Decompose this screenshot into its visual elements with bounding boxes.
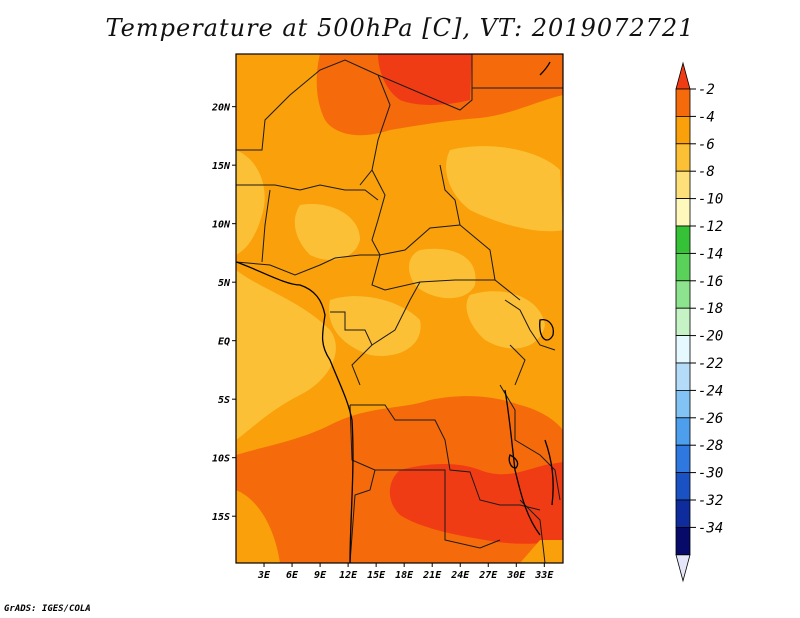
border-8	[261, 189, 271, 263]
colorbar-swatch	[675, 307, 691, 337]
colorbar-swatch	[675, 389, 691, 419]
colorbar-label: -8	[698, 164, 715, 180]
country-borders	[236, 54, 563, 563]
colorbar-label: -12	[698, 219, 723, 235]
colorbar-label: -18	[698, 301, 723, 317]
x-tick-label: 27E	[478, 570, 498, 581]
colorbar-swatch	[675, 143, 691, 172]
x-tick-label: 18E	[395, 570, 414, 581]
field-band-southeast	[520, 540, 563, 563]
colorbar-swatch	[675, 499, 691, 528]
border-12	[350, 404, 541, 511]
colorbar-swatch	[675, 417, 691, 446]
y-tick-label: EQ	[218, 337, 230, 348]
x-tick-label: 24E	[450, 570, 470, 581]
field-core-south-hot	[389, 462, 563, 544]
colorbar-label: -34	[698, 520, 723, 536]
y-tick-label: 10S	[212, 454, 230, 465]
x-tick-label: 12E	[339, 570, 358, 581]
colorbar-label: -30	[698, 466, 723, 482]
colorbar-label: -14	[698, 246, 723, 262]
y-tick-label: 10N	[212, 220, 231, 231]
colorbar-swatch	[675, 225, 691, 254]
colorbar-swatch	[675, 280, 691, 309]
colorbar-label: -6	[698, 137, 715, 153]
colorbar-label: -22	[698, 356, 723, 372]
border-1	[236, 59, 391, 186]
y-tick-label: 5N	[218, 278, 231, 289]
colorbar-top-arrow	[675, 61, 691, 90]
coastline-redsea	[539, 61, 551, 76]
y-tick-label: 15N	[212, 161, 231, 172]
map-frame	[235, 53, 564, 564]
x-tick-label: 6E	[286, 570, 299, 581]
colorbar-label: -10	[698, 192, 723, 208]
field-patch-cool-5	[466, 291, 545, 349]
field-band-northeast	[472, 54, 563, 93]
temperature-field	[236, 54, 563, 563]
border-15	[499, 384, 561, 501]
field-band-southwest	[236, 490, 280, 563]
x-tick-label: 30E	[506, 570, 526, 581]
colorbar-swatch	[675, 527, 691, 556]
field-band-northwest-cool	[236, 150, 265, 255]
colorbar-swatch	[675, 472, 691, 501]
colorbar-label: -26	[698, 411, 723, 427]
colorbar-swatch	[675, 88, 691, 117]
colorbar-label: -16	[698, 274, 723, 290]
colorbar-swatch	[675, 252, 691, 282]
x-tick-label: 15E	[367, 570, 386, 581]
x-tick-label: 3E	[257, 570, 271, 581]
lake-tanganyika	[504, 389, 541, 536]
field-patch-cool-4	[329, 296, 421, 356]
border-2	[377, 54, 473, 111]
coastlines	[236, 61, 554, 563]
y-tick-label: 15S	[212, 512, 230, 523]
border-14	[375, 469, 501, 549]
x-axis: 3E 6E 9E 12E 15E 18E 21E 24E 27E 30E 33E	[257, 563, 554, 581]
colorbar-swatch	[675, 116, 691, 145]
lake-malawi	[544, 439, 554, 506]
colorbar-swatch	[675, 170, 691, 199]
colorbar-label: -20	[698, 329, 723, 345]
field-patch-cool-1	[294, 204, 360, 260]
field-patch-cool-3	[446, 146, 563, 232]
colorbar-label: -32	[698, 493, 723, 509]
border-10	[330, 311, 373, 386]
field-band-west-cool	[236, 270, 336, 440]
colorbar-swatch	[675, 198, 691, 227]
border-11	[371, 281, 421, 346]
border-5	[371, 169, 386, 256]
colorbar-swatch	[675, 362, 691, 391]
border-4	[236, 184, 379, 201]
field-core-north-hot	[378, 54, 472, 105]
border-17	[509, 344, 526, 386]
border-13	[349, 404, 376, 563]
colorbar-swatch	[675, 444, 691, 474]
border-7	[236, 224, 461, 276]
colorbar-label: -2	[698, 82, 715, 98]
colorbar-label: -4	[698, 109, 715, 125]
colorbar: -2 -4 -6 -8 -10 -12 -14 -16 -18 -20 -22 -24 -26 -28 -3…	[675, 61, 723, 583]
colorbar-label: -24	[698, 383, 723, 399]
lake-victoria	[539, 319, 554, 341]
y-tick-label: 5S	[218, 395, 230, 406]
x-tick-label: 33E	[534, 570, 554, 581]
y-axis: 20N 15N 10N 5N EQ 5S 10S 15S	[211, 103, 236, 523]
lake-mweru	[508, 454, 519, 469]
x-tick-label: 21E	[422, 570, 442, 581]
coastline-west	[236, 261, 354, 563]
field-patch-cool-2	[408, 248, 476, 299]
colorbar-label: -28	[698, 438, 723, 454]
y-tick-label: 20N	[211, 103, 231, 114]
border-6	[439, 164, 496, 281]
border-16	[504, 299, 556, 351]
chart-title: Temperature at 500hPa [C], VT: 201907272…	[105, 14, 695, 42]
colorbar-swatch	[675, 335, 691, 364]
colorbar-bottom-arrow	[675, 554, 691, 583]
border-18	[519, 499, 546, 563]
grads-credit: GrADS: IGES/COLA	[4, 604, 91, 614]
x-tick-label: 9E	[314, 570, 327, 581]
